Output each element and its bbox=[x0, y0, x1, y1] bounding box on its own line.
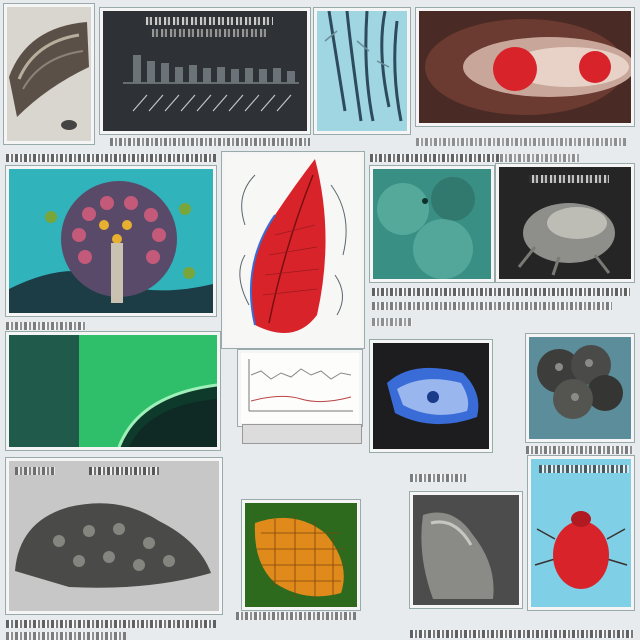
grey-rock-panel bbox=[6, 458, 222, 614]
caption-strip bbox=[416, 138, 626, 146]
bar-chart-panel bbox=[100, 8, 310, 134]
caption-strip bbox=[236, 612, 356, 620]
line-graph-panel bbox=[238, 350, 362, 426]
caption-strip bbox=[410, 630, 634, 638]
orange-mesh-panel bbox=[242, 500, 360, 610]
red-cell-image bbox=[425, 19, 631, 115]
red-mite-panel bbox=[528, 456, 634, 610]
caption-strip bbox=[526, 446, 634, 454]
chart-title-strip bbox=[143, 17, 273, 25]
panel-caption-strip bbox=[89, 467, 159, 475]
flower-image bbox=[9, 169, 213, 313]
line-graph bbox=[248, 359, 353, 412]
caption-strip bbox=[500, 154, 580, 162]
teal-tissue-panel bbox=[370, 166, 494, 282]
caption-strip bbox=[110, 138, 310, 146]
flower-organism-panel bbox=[6, 166, 216, 316]
green-tissue-panel bbox=[6, 332, 220, 450]
caption-strip bbox=[6, 154, 216, 162]
blue-cell-image bbox=[387, 367, 479, 425]
caption-strip bbox=[370, 154, 500, 162]
green-tissue-image bbox=[9, 335, 217, 447]
caption-strip bbox=[372, 302, 612, 310]
rock-image bbox=[15, 503, 211, 588]
caption-strip bbox=[410, 474, 466, 482]
blue-fiber-panel bbox=[314, 8, 410, 134]
red-cell-panel bbox=[416, 8, 634, 126]
blue-cell-panel bbox=[370, 340, 492, 452]
grey-sponge-panel bbox=[526, 334, 634, 442]
organism-image bbox=[517, 203, 615, 276]
orange-mesh-image bbox=[254, 515, 345, 599]
caption-strip bbox=[6, 632, 126, 640]
dark-organism-panel bbox=[496, 164, 634, 282]
sponge-image bbox=[537, 345, 623, 419]
graph-label-box bbox=[242, 424, 362, 444]
chart-subtitle-strip bbox=[149, 29, 269, 37]
teal-tissue-image bbox=[377, 177, 475, 279]
caption-strip bbox=[372, 318, 412, 326]
tooth-image bbox=[421, 512, 494, 599]
mite-image bbox=[534, 511, 628, 589]
fiber-image bbox=[324, 11, 403, 122]
caption-strip bbox=[372, 288, 630, 296]
bar-chart bbox=[123, 55, 299, 112]
panel-caption-strip bbox=[539, 465, 629, 473]
caption-strip bbox=[6, 322, 86, 330]
red-leaf-diagram bbox=[222, 152, 364, 348]
panel-caption-strip bbox=[529, 175, 609, 183]
shell-micrograph-panel bbox=[4, 4, 94, 144]
caption-strip bbox=[6, 620, 216, 628]
grey-tooth-panel bbox=[410, 492, 522, 608]
shell-image bbox=[9, 22, 89, 130]
panel-caption-strip bbox=[15, 467, 55, 475]
leaf-image bbox=[239, 159, 347, 333]
